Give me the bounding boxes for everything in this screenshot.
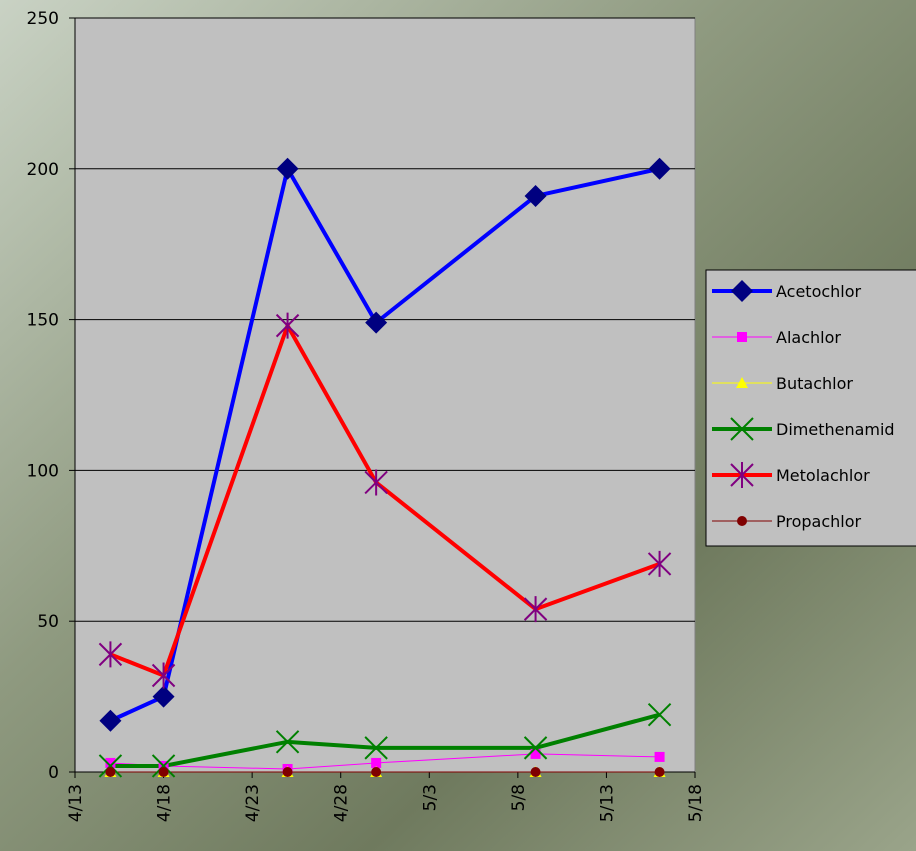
legend-marker [737,332,747,342]
data-point [282,767,293,777]
y-tick-label: 250 [27,9,59,29]
data-point [523,596,548,623]
x-tick-label: 5/13 [597,784,617,822]
legend: Acetochlor Alachlor Butachlor Dimethenamid M… [705,269,916,547]
x-tick-label: 4/23 [243,784,263,822]
data-point [276,157,299,180]
plot-area [74,17,696,773]
series-line [109,163,660,723]
data-point [524,184,547,207]
y-tick-label: 150 [27,311,59,331]
legend-label: Butachlor [776,374,853,393]
data-point [364,736,388,760]
data-point [530,748,541,759]
x-tick-label: 5/8 [509,784,529,811]
x-tick-label: 5/18 [686,784,706,822]
legend-marker [737,516,747,526]
data-point [158,767,169,777]
legend-box [705,269,916,547]
y-tick-label: 50 [37,612,59,632]
legend-label: Acetochlor [776,282,862,301]
data-point [105,757,116,768]
data-point [151,662,176,689]
y-tick-label: 100 [27,461,59,481]
data-point [371,767,382,777]
x-tick-label: 4/18 [155,784,175,822]
data-point [654,767,665,777]
legend-label: Dimethenamid [776,420,895,439]
data-point [647,550,672,577]
y-tick-label: 0 [48,763,59,783]
data-point [105,767,116,777]
data-point [151,754,176,778]
series-line [110,712,661,768]
legend-label: Propachlor [776,512,862,531]
data-point [371,757,382,768]
data-point [275,312,300,339]
data-point [98,641,123,668]
data-point [152,685,175,708]
data-point [530,767,541,777]
data-point [365,311,388,334]
x-tick-label: 5/3 [420,784,440,811]
x-tick-label: 4/28 [332,784,352,822]
data-point [647,702,672,727]
data-point [275,730,300,754]
legend-marker [731,280,753,302]
legend-marker [736,377,748,388]
y-tick-label: 200 [27,160,59,180]
data-point [364,469,388,496]
legend-label: Metolachlor [776,466,870,485]
data-point [654,751,665,762]
data-point [523,736,548,760]
x-tick-label: 4/13 [66,784,86,822]
legend-marker [730,462,754,488]
series-line [109,320,661,679]
data-point [99,709,122,732]
legend-marker [730,417,754,441]
data-point [648,157,671,180]
legend-label: Alachlor [776,328,841,347]
data-point [98,754,123,778]
